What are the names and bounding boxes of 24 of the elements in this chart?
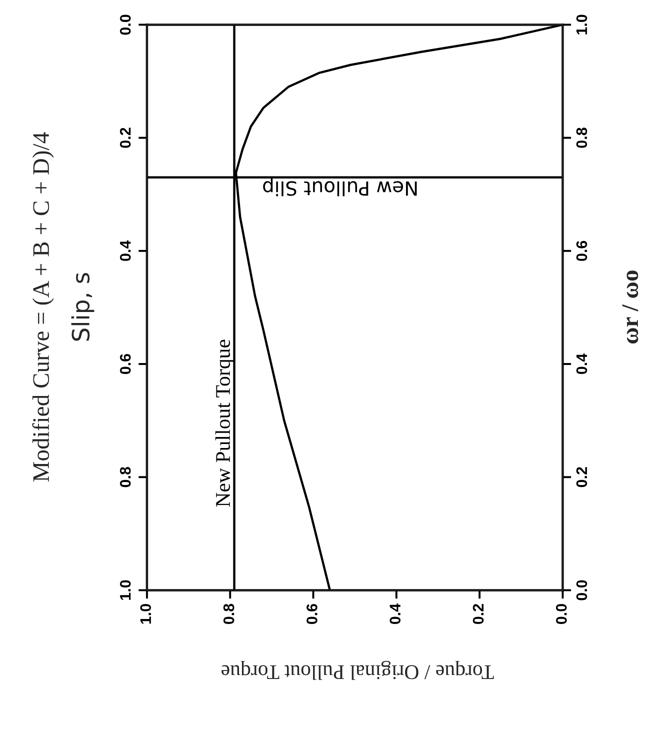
x-tick-label: 1.0: [140, 604, 152, 624]
y-tick-label: 1.0: [120, 580, 131, 600]
y-tick-label: 0.0: [120, 14, 131, 35]
x-tick-label: 0.6: [306, 604, 318, 624]
ref-line-label: New Pullout Slip: [263, 177, 417, 196]
y2-tick-label: 0.6: [576, 240, 588, 261]
x-tick-label: 0.0: [556, 604, 567, 624]
y-tick-label: 0.6: [120, 354, 131, 374]
x-tick-label: 0.8: [223, 604, 234, 624]
y2-tick-label: 1.0: [576, 14, 588, 34]
ref-line-label: New Pullout Torque: [215, 340, 234, 507]
x-tick-label: 0.2: [472, 604, 484, 624]
y2-tick-label: 0.8: [576, 128, 588, 148]
y-tick-label: 0.8: [120, 466, 131, 488]
x-tick-label: 0.4: [390, 603, 401, 624]
text: Modified Curve = (A + B + C + D)/4: [32, 132, 54, 482]
y-tick-label: 0.4: [120, 240, 131, 261]
x-axis-title: Torque / Original Pullout Torque: [222, 660, 494, 680]
y2-tick-label: 0.4: [576, 353, 588, 374]
y2-tick-label: 0.2: [576, 467, 588, 488]
y-axis-title: Slip, s: [71, 273, 94, 341]
y2-tick-label: 0.0: [576, 580, 588, 600]
y-tick-label: 0.2: [120, 128, 131, 148]
y2-axis-title: ωr / ωo: [622, 270, 638, 344]
